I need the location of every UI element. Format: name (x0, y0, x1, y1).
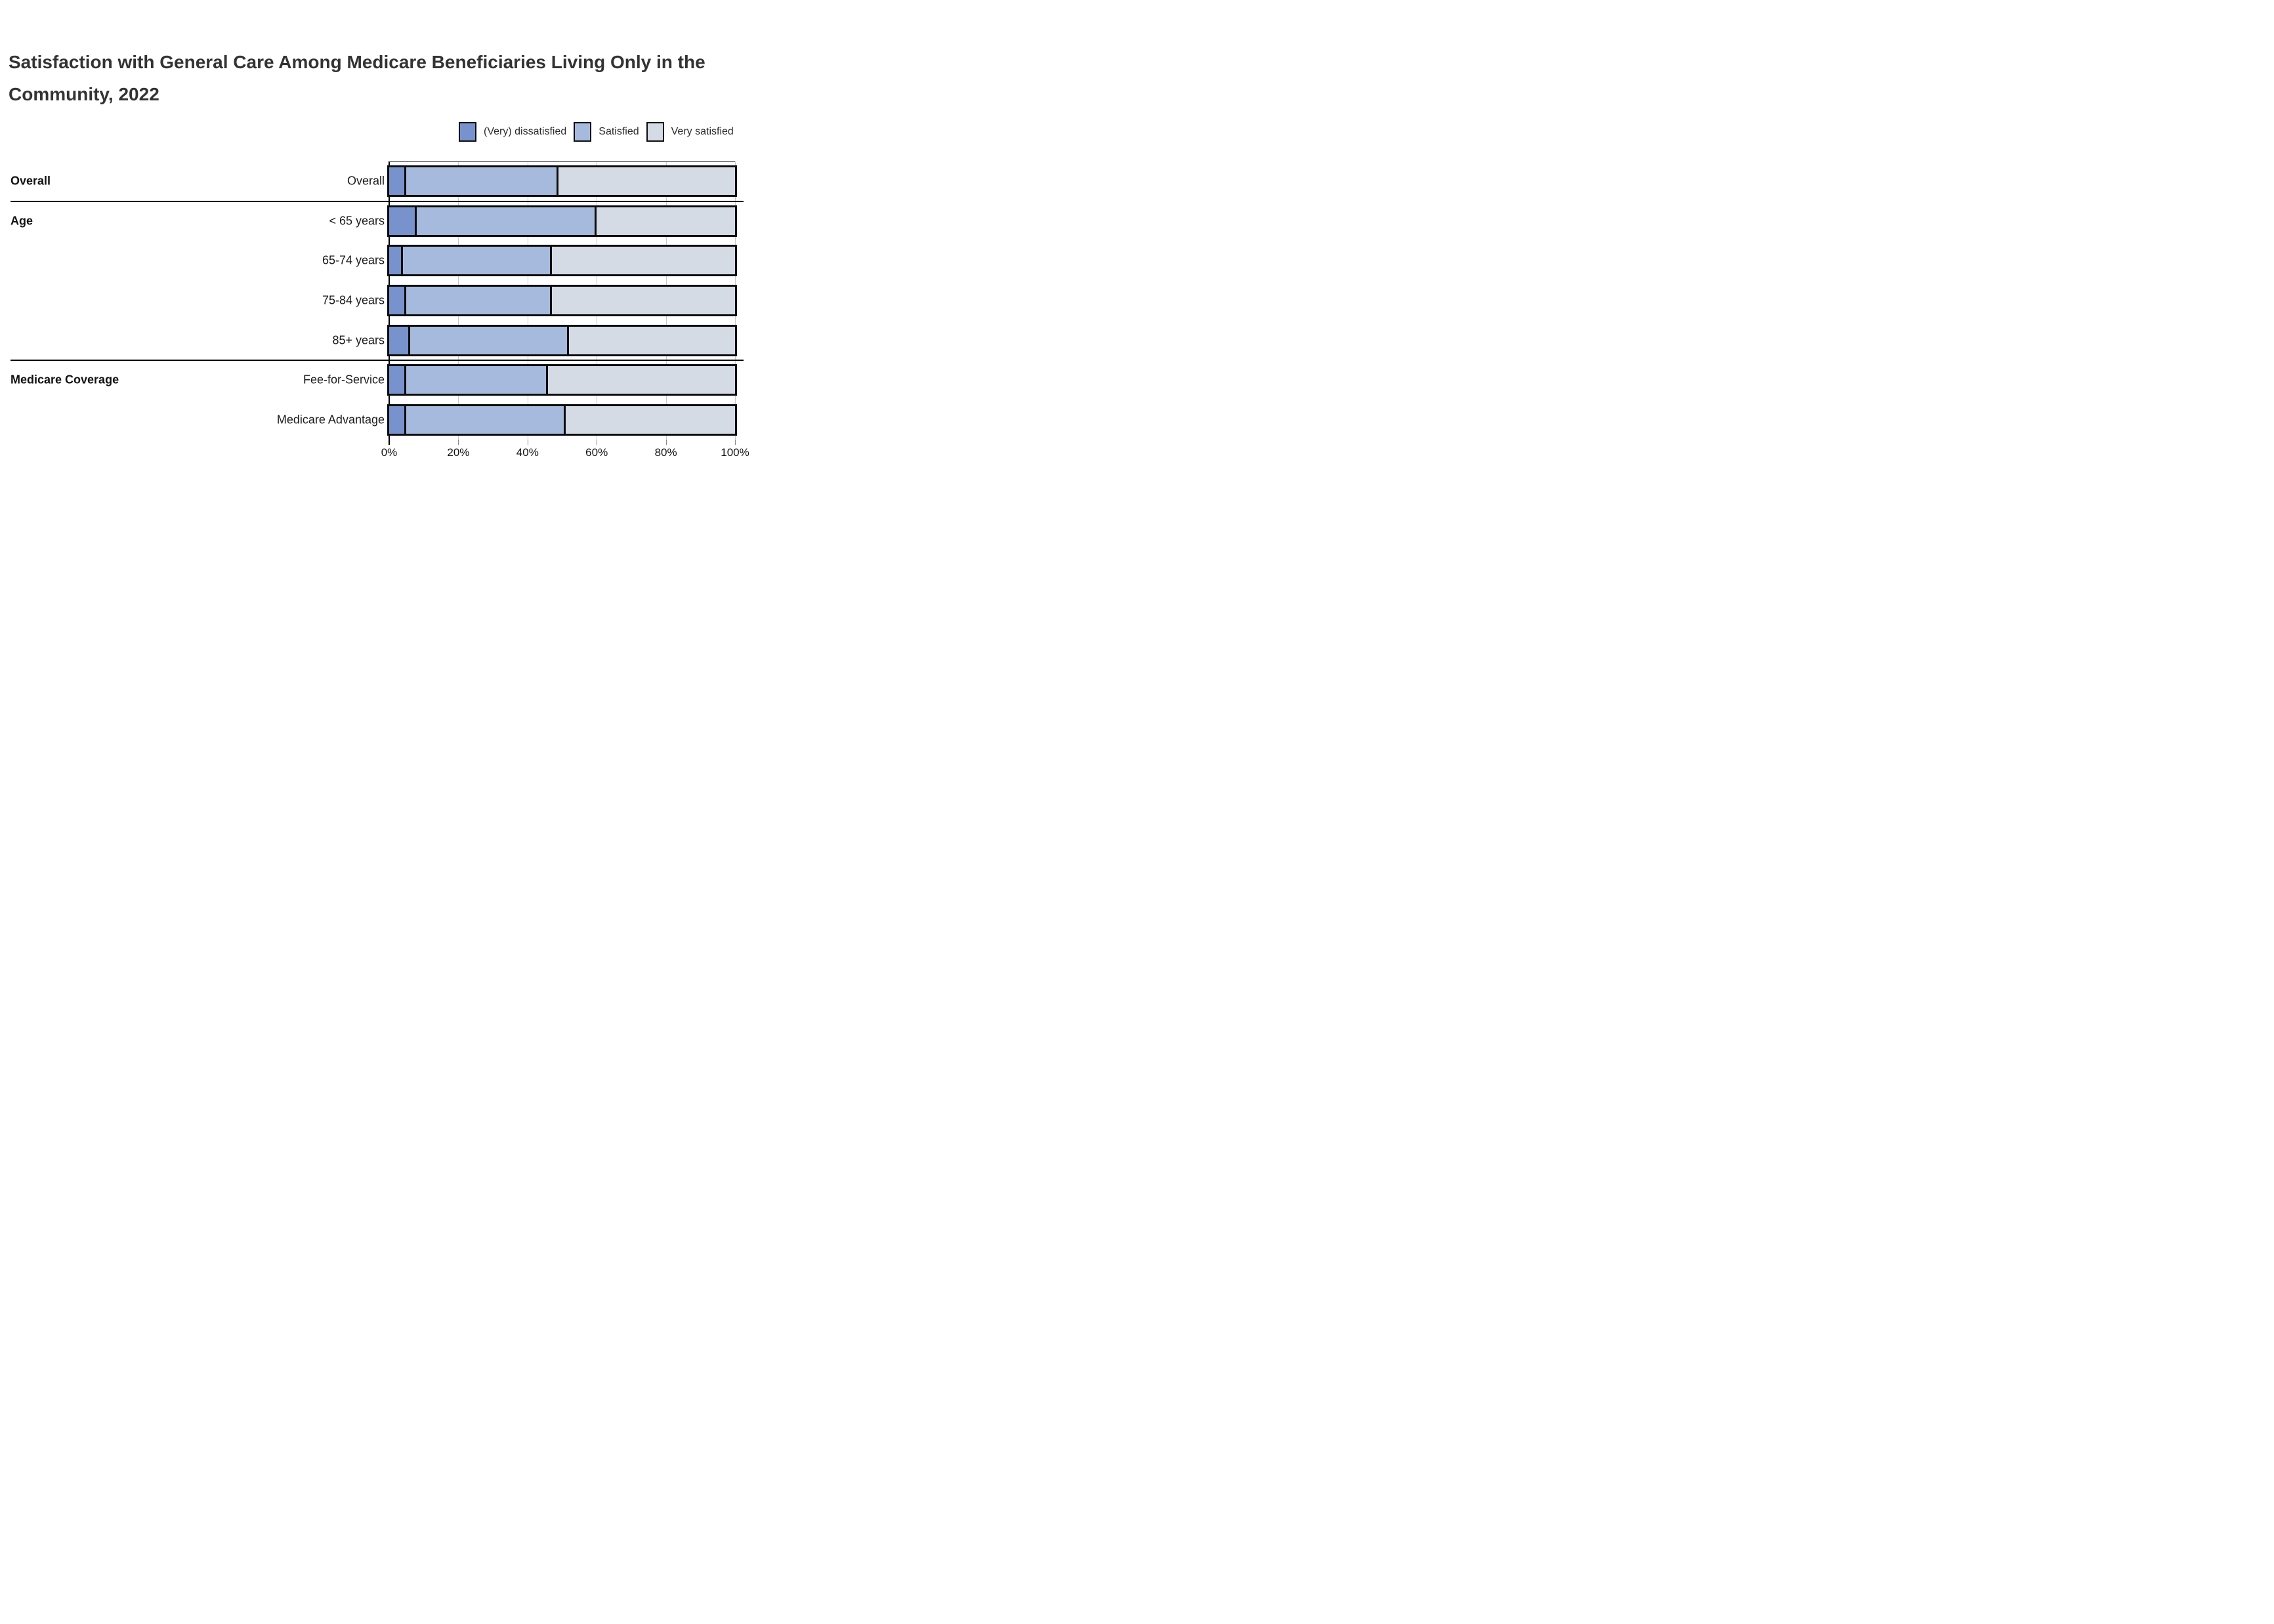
group-label-age: Age (11, 214, 33, 228)
row-label: Fee-for-Service (303, 373, 385, 386)
bar-row (387, 404, 737, 436)
legend-item-satisfied: Satisfied (574, 122, 639, 142)
bar-segment (410, 326, 570, 354)
row-label: Medicare Advantage (276, 413, 385, 427)
bar-segment (417, 207, 597, 235)
legend-label-very-satisfied: Very satisfied (671, 126, 734, 137)
bar-segment (551, 287, 735, 314)
bar-row (387, 285, 737, 316)
chart-title-line-2: Community, 2022 (9, 84, 159, 104)
x-axis-tick-label: 0% (381, 446, 398, 459)
bar-segment (389, 366, 407, 394)
bar-row (387, 205, 737, 237)
bar-segment (403, 247, 552, 275)
row-label: < 65 years (329, 214, 385, 228)
x-axis-tick-label: 60% (585, 446, 608, 459)
bar-segment (406, 406, 566, 434)
group-separator (11, 200, 744, 202)
chart-title: Satisfaction with General Care Among Med… (9, 46, 705, 110)
legend-swatch-very-satisfied-icon (646, 122, 664, 142)
bar-segment (389, 326, 410, 354)
bar-segment (406, 167, 559, 196)
legend-item-very-satisfied: Very satisfied (646, 122, 734, 142)
bar-segment (565, 406, 735, 434)
x-axis-tick-label: 40% (516, 446, 539, 459)
bar-segment (558, 167, 735, 196)
bar-segment (548, 366, 735, 394)
plot-top-border (389, 161, 735, 162)
bar-segment (389, 287, 407, 314)
x-axis-tick-label: 80% (654, 446, 677, 459)
row-label: Overall (347, 174, 385, 188)
x-axis-tick-label: 100% (721, 446, 749, 459)
x-axis-tick (665, 440, 667, 445)
bar-row (387, 324, 737, 356)
bar-segment (406, 366, 549, 394)
legend: (Very) dissatisfied Satisfied Very satis… (459, 122, 734, 142)
bar-segment (597, 207, 735, 235)
bar-row (387, 245, 737, 277)
x-axis-tick-label: 20% (447, 446, 470, 459)
group-separator (11, 359, 744, 361)
row-label: 85+ years (332, 333, 385, 347)
x-axis-tick (458, 440, 459, 445)
bar-segment (389, 167, 407, 196)
legend-swatch-satisfied-icon (574, 122, 592, 142)
group-label-overall: Overall (11, 174, 51, 188)
legend-item-dissatisfied: (Very) dissatisfied (459, 122, 566, 142)
chart-title-line-1: Satisfaction with General Care Among Med… (9, 52, 705, 72)
bar-segment (389, 247, 404, 275)
bar-segment (389, 406, 407, 434)
bar-segment (551, 247, 735, 275)
bar-segment (569, 326, 735, 354)
x-axis-tick (735, 440, 736, 445)
bar-row (387, 165, 737, 198)
stacked-bar-chart: 0% 20% 40% 60% 80% 100% Overall Age Medicare Cov… (0, 161, 758, 459)
bar-row (387, 364, 737, 396)
bar-segment (389, 207, 417, 235)
legend-label-dissatisfied: (Very) dissatisfied (484, 126, 567, 137)
row-label: 65-74 years (322, 253, 385, 267)
legend-label-satisfied: Satisfied (599, 126, 639, 137)
bar-segment (406, 287, 552, 314)
group-label-medicare-coverage: Medicare Coverage (11, 373, 119, 386)
legend-swatch-dissatisfied-icon (459, 122, 476, 142)
row-label: 75-84 years (322, 293, 385, 307)
x-axis-tick (389, 440, 390, 445)
